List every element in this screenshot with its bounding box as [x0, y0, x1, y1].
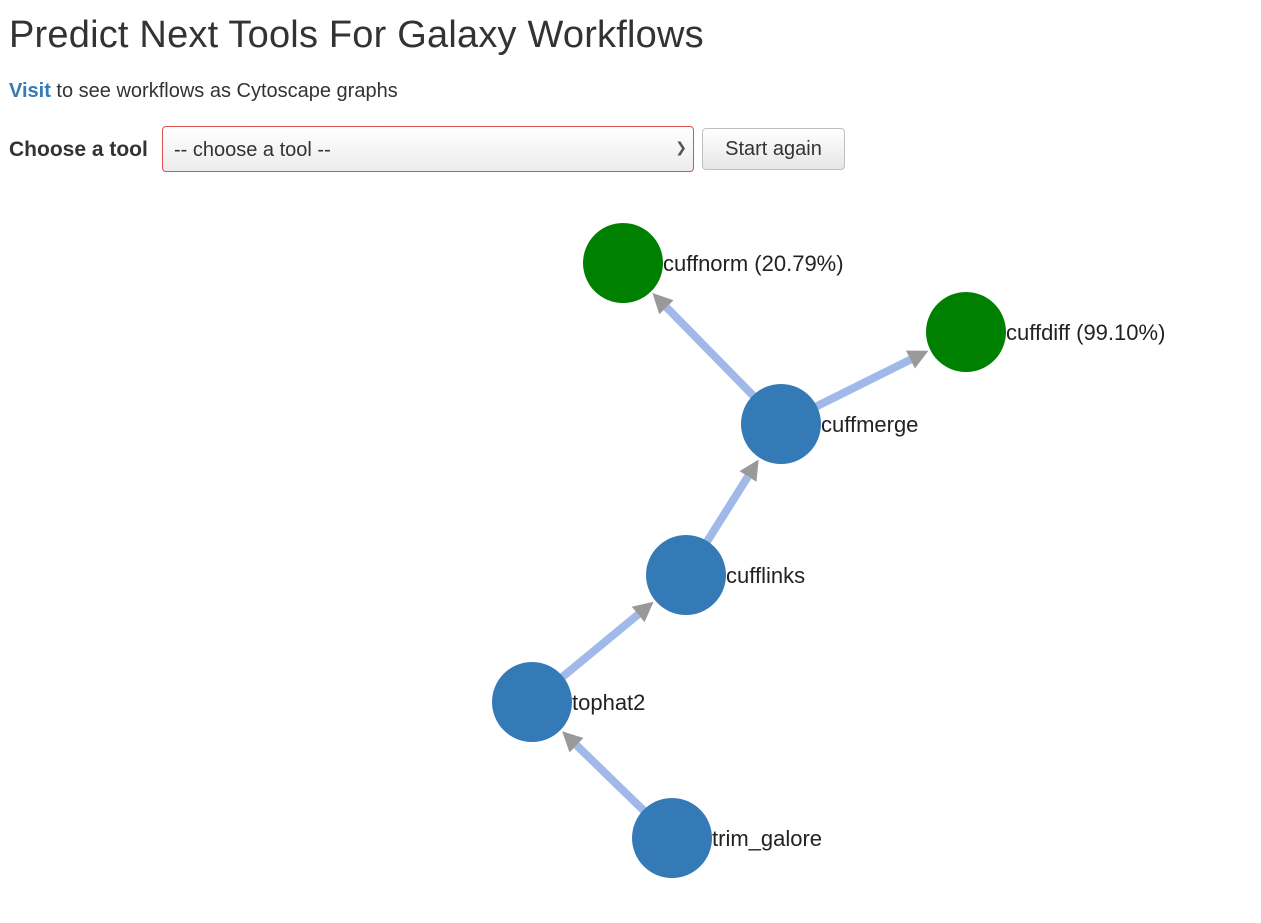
node-label: cuffnorm (20.79%)	[663, 251, 844, 276]
workflow-graph: trim_galore tophat2 cufflinks cuffmerge cuff…	[492, 223, 1165, 878]
node-circle	[632, 798, 712, 878]
visit-link[interactable]: Visit	[9, 80, 51, 102]
node-label: cufflinks	[726, 563, 805, 588]
node-label: tophat2	[572, 690, 645, 715]
arrow-head-icon	[739, 459, 759, 482]
node-circle	[492, 662, 572, 742]
node-tophat2[interactable]: tophat2	[492, 662, 645, 742]
visit-line: Visit to see workflows as Cytoscape grap…	[9, 80, 398, 103]
page-title: Predict Next Tools For Galaxy Workflows	[9, 14, 704, 56]
node-label: trim_galore	[712, 826, 822, 851]
node-circle	[741, 384, 821, 464]
arrow-head-icon	[652, 292, 674, 315]
node-label: cuffdiff (99.10%)	[1006, 320, 1165, 345]
visit-description: to see workflows as Cytoscape graphs	[50, 80, 398, 102]
arrow-head-icon	[562, 731, 584, 753]
node-cuffmerge[interactable]: cuffmerge	[741, 384, 918, 464]
node-cuffdiff[interactable]: cuffdiff (99.10%)	[926, 292, 1165, 372]
node-circle	[583, 223, 663, 303]
choose-tool-label: Choose a tool	[9, 138, 148, 161]
node-cufflinks[interactable]: cufflinks	[646, 535, 805, 615]
arrow-head-icon	[631, 601, 654, 623]
node-label: cuffmerge	[821, 412, 918, 437]
start-again-button[interactable]: Start again	[702, 128, 845, 170]
node-trim_galore[interactable]: trim_galore	[632, 798, 822, 878]
node-circle	[646, 535, 726, 615]
tool-select[interactable]: -- choose a tool -- ❯	[162, 126, 694, 172]
node-circle	[926, 292, 1006, 372]
node-cuffnorm[interactable]: cuffnorm (20.79%)	[583, 223, 844, 303]
chevron-down-icon: ❯	[675, 139, 687, 155]
tool-select-value: -- choose a tool --	[174, 139, 331, 161]
graph-nodes: trim_galore tophat2 cufflinks cuffmerge cuff…	[492, 223, 1165, 878]
arrow-head-icon	[906, 350, 929, 369]
